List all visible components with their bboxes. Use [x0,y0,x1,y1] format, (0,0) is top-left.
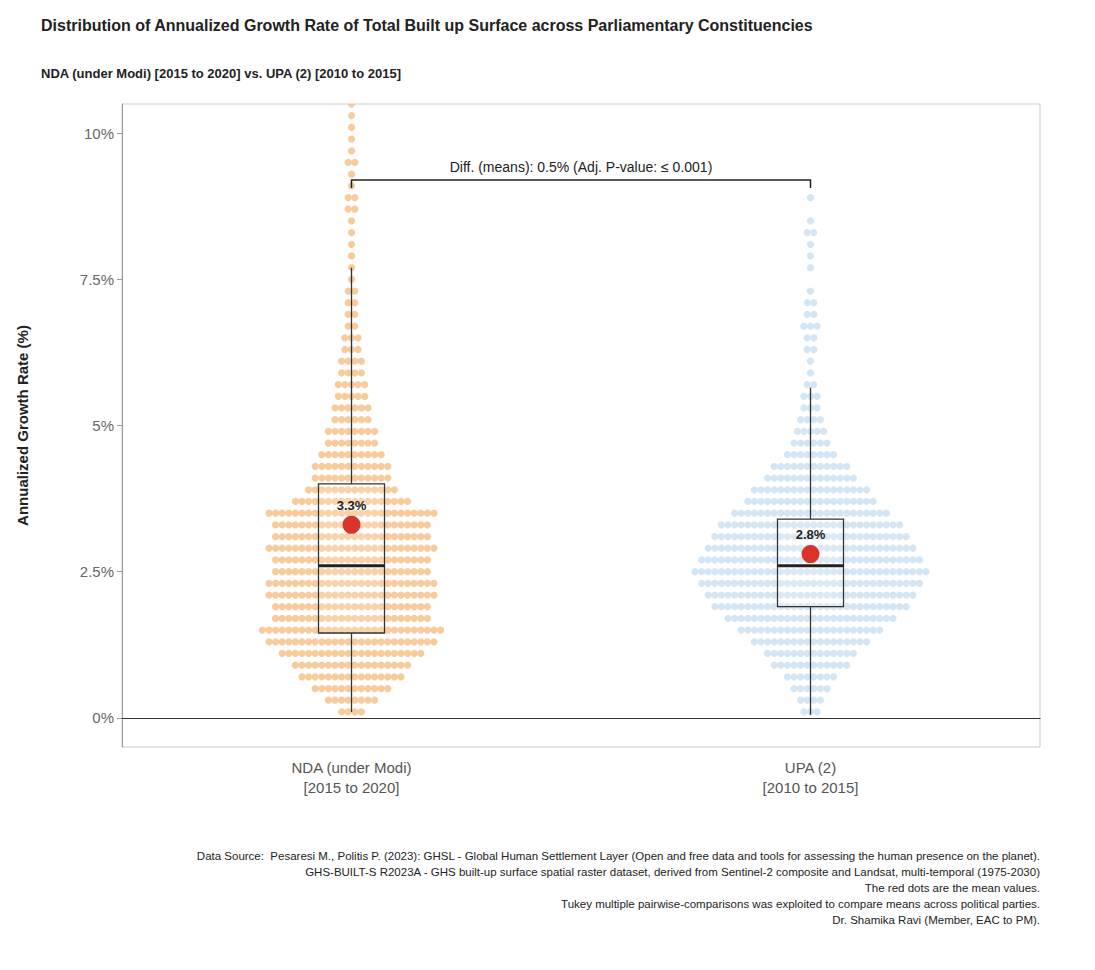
svg-text:UPA (2): UPA (2) [785,759,836,776]
svg-text:5%: 5% [92,417,114,434]
svg-text:Dr. Shamika Ravi (Member, EAC: Dr. Shamika Ravi (Member, EAC to PM). [832,914,1040,926]
svg-text:Data Source: Pesaresi M., Pol: Data Source: Pesaresi M., Politis P. (20… [197,850,1040,862]
svg-text:GHS-BUILT-S R2023A - GHS built: GHS-BUILT-S R2023A - GHS built-up surfac… [305,866,1040,878]
svg-text:2.5%: 2.5% [80,563,114,580]
svg-text:10%: 10% [84,125,114,142]
svg-text:7.5%: 7.5% [80,271,114,288]
svg-text:[2010 to 2015]: [2010 to 2015] [763,779,859,796]
svg-text:Tukey multiple pairwise-compar: Tukey multiple pairwise-comparisons was … [561,898,1040,910]
svg-text:NDA (under Modi) [2015 to 2020: NDA (under Modi) [2015 to 2020] vs. UPA … [41,66,401,81]
svg-text:3.3%: 3.3% [337,498,367,513]
svg-text:Annualized Growth Rate (%): Annualized Growth Rate (%) [14,325,31,526]
svg-text:The red dots are the mean valu: The red dots are the mean values. [865,882,1040,894]
svg-text:NDA (under Modi): NDA (under Modi) [291,759,411,776]
svg-text:Distribution of Annualized Gro: Distribution of Annualized Growth Rate o… [41,17,813,34]
svg-text:2.8%: 2.8% [796,527,826,542]
svg-text:Diff. (means): 0.5% (Adj. P-va: Diff. (means): 0.5% (Adj. P-value: ≤ 0.0… [450,159,713,175]
svg-text:0%: 0% [92,709,114,726]
svg-text:[2015 to 2020]: [2015 to 2020] [304,779,400,796]
